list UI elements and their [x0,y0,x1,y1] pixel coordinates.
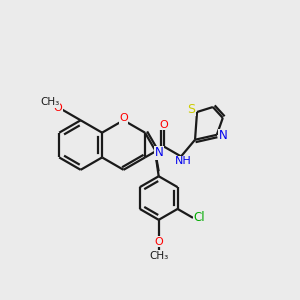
Text: O: O [53,103,62,113]
Text: Cl: Cl [193,212,205,224]
Text: CH₃: CH₃ [40,98,59,107]
Text: O: O [154,237,163,247]
Text: CH₃: CH₃ [149,250,168,260]
Text: N: N [154,146,163,159]
Text: O: O [119,113,128,123]
Text: N: N [218,129,227,142]
Text: NH: NH [175,156,191,167]
Text: O: O [160,120,168,130]
Text: S: S [187,103,195,116]
